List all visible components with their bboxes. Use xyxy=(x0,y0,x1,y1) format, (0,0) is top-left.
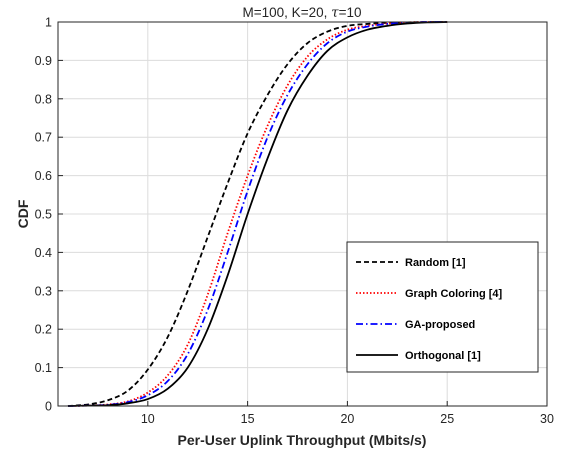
y-tick-label: 0.8 xyxy=(35,92,52,106)
series-line-2 xyxy=(67,21,448,407)
axis-ticks: 10 15 20 25 30 0 0.1 0.2 0.3 0.4 0.5 0.6 0.7 0.8 0.9 1 xyxy=(35,16,554,427)
x-tick-label: 20 xyxy=(340,412,354,426)
y-tick-label: 0.6 xyxy=(35,169,52,183)
x-axis-title: Per-User Uplink Throughput (Mbits/s) xyxy=(178,432,427,448)
legend-box xyxy=(346,241,539,373)
y-tick-label: 0.4 xyxy=(35,246,52,260)
legend: Random [1] Graph Coloring [4] GA-proposed O… xyxy=(346,241,539,373)
chart-title: M=100, K=20, τ=10 xyxy=(243,5,362,21)
y-tick-label: 0.2 xyxy=(35,323,52,337)
y-tick-label: 0.9 xyxy=(35,54,52,68)
legend-label-2: GA-proposed xyxy=(405,319,475,331)
legend-label-3: Orthogonal [1] xyxy=(405,350,481,362)
y-tick-label: 0.5 xyxy=(35,208,52,222)
x-tick-label: 25 xyxy=(440,412,454,426)
y-tick-label: 0.3 xyxy=(35,284,52,298)
series-line-3 xyxy=(67,21,448,407)
series-lines xyxy=(67,21,448,407)
x-tick-label: 30 xyxy=(540,412,554,426)
legend-label-1: Graph Coloring [4] xyxy=(405,288,503,300)
y-tick-label: 0.1 xyxy=(35,361,52,375)
legend-label-0: Random [1] xyxy=(405,257,466,269)
y-tick-label: 0 xyxy=(45,400,52,414)
y-axis-title: CDF xyxy=(15,199,31,228)
y-tick-label: 0.7 xyxy=(35,131,52,145)
x-tick-label: 10 xyxy=(141,412,155,426)
x-tick-label: 15 xyxy=(241,412,255,426)
series-line-0 xyxy=(67,21,448,407)
tau-symbol: τ xyxy=(331,5,339,21)
y-tick-label: 1 xyxy=(45,16,52,30)
